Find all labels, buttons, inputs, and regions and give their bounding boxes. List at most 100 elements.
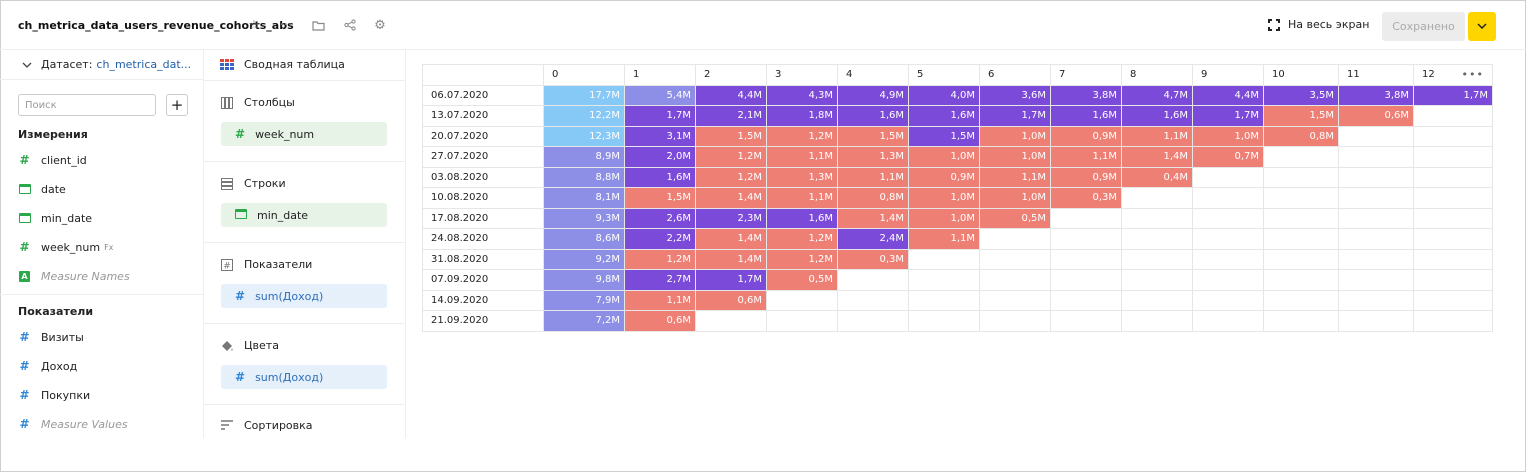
table-cell: 1,8M [766,105,838,127]
table-cell: 1,0M [908,187,980,209]
row-header: 17.08.2020 [422,207,544,229]
column-header[interactable]: 2 [695,64,767,86]
ellipsis-icon[interactable]: ··· [279,17,293,33]
empty-cell [908,248,980,270]
table-cell: 1,2M [766,228,838,250]
row-header: 24.08.2020 [422,228,544,250]
column-header[interactable]: 8 [1121,64,1193,86]
chart-type-selector[interactable]: Сводная таблица [220,58,345,71]
dataset-name[interactable]: ch_metrica_dat... [96,58,192,71]
measures-section-title: # Показатели [220,258,312,271]
empty-cell [1413,105,1493,127]
table-cell: 2,3M [695,207,767,229]
save-button[interactable]: Сохранено [1382,12,1465,41]
table-cell: 1,7M [695,269,767,291]
folder-icon[interactable] [308,15,328,35]
search-input[interactable] [18,94,156,116]
save-options-button[interactable] [1468,12,1496,41]
column-menu-icon[interactable]: ••• [1461,68,1484,81]
table-cell: 9,2M [543,248,625,270]
measures-icon: # [220,258,234,271]
star-icon[interactable]: ☆ [248,17,260,33]
table-cell: 1,2M [766,125,838,147]
table-cell: 1,2M [766,248,838,270]
table-cell: 3,5M [1263,84,1339,106]
table-cell: 1,0M [979,125,1051,147]
table-cell: 0,6M [695,289,767,311]
table-cell: 2,4M [837,228,909,250]
measure-item[interactable]: # Визиты [18,328,83,346]
section-label: Показатели [244,258,313,271]
column-header[interactable]: 3 [766,64,838,86]
row-header: 21.09.2020 [422,310,544,332]
table-cell: 0,6M [1338,105,1414,127]
empty-cell [908,310,980,332]
table-cell: 2,0M [624,146,696,168]
add-field-button[interactable]: + [166,94,188,116]
table-cell: 2,2M [624,228,696,250]
dimension-item[interactable]: # week_num Fx [18,238,113,256]
column-header[interactable]: 0 [543,64,625,86]
column-header[interactable]: 6 [979,64,1051,86]
empty-cell [1192,269,1264,291]
table-row: 03.08.2020 8,8M 1,6M 1,2M 1,3M 1,1M 0,9M 1,1M 0,… [422,166,1493,188]
column-header[interactable]: 10 [1263,64,1339,86]
empty-cell [1121,187,1193,209]
row-header: 31.08.2020 [422,248,544,270]
field-label: Доход [41,359,78,373]
table-row: 27.07.2020 8,9M 2,0M 1,2M 1,1M 1,3M 1,0M 1,0M 1,… [422,146,1493,168]
column-header[interactable]: 4 [837,64,909,86]
empty-cell [1050,207,1122,229]
table-cell: 1,1M [979,166,1051,188]
measures-title: Показатели [18,305,94,318]
column-header[interactable]: 7 [1050,64,1122,86]
pivot-table: 0 1 2 3 4 5 6 7 8 9 10 11 12 ••• 06.07.2020 17,7M 5,4M 4… [422,64,1493,332]
gear-icon[interactable]: ⚙ [374,17,386,33]
measure-item[interactable]: # Покупки [18,386,90,404]
dataset-selector[interactable]: Датасет: ch_metrica_dat... [0,50,204,80]
text-icon: A [18,270,31,282]
colors-field-chip[interactable]: # sum(Доход) [221,365,387,389]
table-cell: 8,9M [543,146,625,168]
table-cell: 1,6M [837,105,909,127]
table-cell: 1,0M [908,146,980,168]
divider [204,80,406,81]
rows-field-chip[interactable]: min_date [221,203,387,227]
empty-cell [1413,187,1493,209]
empty-cell [1263,310,1339,332]
table-cell: 0,6M [624,310,696,332]
columns-field-chip[interactable]: # week_num [221,122,387,146]
dimension-item[interactable]: date [18,180,66,198]
column-header[interactable]: 1 [624,64,696,86]
table-cell: 1,5M [695,125,767,147]
share-icon[interactable] [340,15,360,35]
table-cell: 1,5M [1263,105,1339,127]
measures-field-chip[interactable]: # sum(Доход) [221,284,387,308]
empty-cell [1263,248,1339,270]
empty-cell [1263,166,1339,188]
table-cell: 0,3M [1050,187,1122,209]
measure-item[interactable]: # Measure Values [18,415,128,433]
table-cell: 1,1M [766,146,838,168]
dimension-item[interactable]: min_date [18,209,92,227]
chip-label: min_date [257,208,309,222]
column-header[interactable]: 12 ••• [1413,64,1493,86]
dimension-item[interactable]: A Measure Names [18,267,130,285]
empty-cell [1192,248,1264,270]
table-row: 31.08.2020 9,2M 1,2M 1,4M 1,2M 0,3M [422,248,1493,270]
empty-cell [1192,228,1264,250]
field-label: Measure Values [41,417,128,431]
column-header[interactable]: 5 [908,64,980,86]
table-cell: 8,8M [543,166,625,188]
measure-item[interactable]: # Доход [18,357,77,375]
table-cell: 1,5M [837,125,909,147]
empty-cell [1338,228,1414,250]
fullscreen-button[interactable]: На весь экран [1268,18,1369,31]
table-cell: 1,5M [624,187,696,209]
empty-cell [1338,207,1414,229]
column-header[interactable]: 9 [1192,64,1264,86]
column-header[interactable]: 11 [1338,64,1414,86]
dimension-item[interactable]: # client_id [18,151,86,169]
table-row: 21.09.2020 7,2M 0,6M [422,310,1493,332]
rows-section-title: Строки [220,177,286,190]
